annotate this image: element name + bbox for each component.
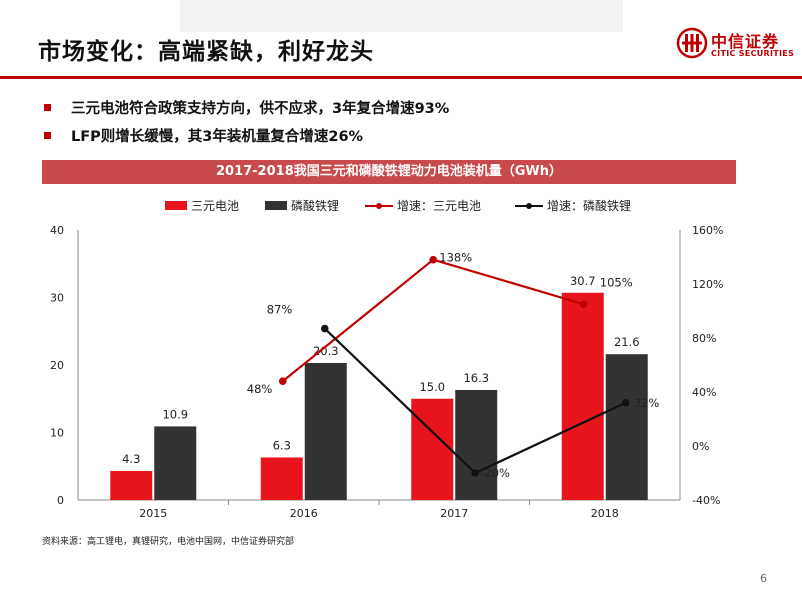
y-left-tick-label: 20 xyxy=(50,359,64,372)
slide-title: 市场变化：高端紧缺，利好龙头 xyxy=(38,39,374,65)
line-value-label: 48% xyxy=(247,382,273,396)
y-left-tick-label: 30 xyxy=(50,292,64,305)
line-value-label: 138% xyxy=(439,251,472,265)
bullet-text: LFP则增长缓慢，其3年装机量复合增速26% xyxy=(71,129,364,145)
chart-title: 2017-2018我国三元和磷酸铁锂动力电池装机量（GWh） xyxy=(42,160,736,184)
bullet-square-icon xyxy=(44,131,51,139)
line-point xyxy=(320,324,329,333)
y-left-tick-label: 40 xyxy=(50,224,64,237)
y-left-tick-label: 0 xyxy=(57,494,64,507)
legend-label: 增速：三元电池 xyxy=(397,199,481,213)
bullet-text: 三元电池符合政策支持方向，供不应求，3年复合增速93% xyxy=(71,101,450,117)
bar-value-label: 16.3 xyxy=(463,371,489,385)
bar-ncm xyxy=(110,470,153,500)
header-decor-box xyxy=(180,0,623,32)
y-right-tick-label: 160% xyxy=(692,224,723,237)
bar-ncm xyxy=(411,398,454,500)
citic-logo: 中信证券 CITIC SECURITIES xyxy=(676,24,796,64)
bar-value-label: 20.3 xyxy=(313,344,339,358)
line-value-label: 32% xyxy=(634,396,660,410)
bar-lfp xyxy=(304,362,347,500)
header-divider xyxy=(0,76,802,79)
bar-value-label: 6.3 xyxy=(273,438,291,452)
y-right-tick-label: 80% xyxy=(692,332,716,345)
line-point xyxy=(579,300,588,309)
line-point xyxy=(429,255,438,264)
bar-lfp xyxy=(154,426,197,500)
bar-ncm xyxy=(561,292,604,500)
line-point xyxy=(278,377,287,386)
legend-label: 增速：磷酸铁锂 xyxy=(547,198,631,213)
bar-ncm xyxy=(260,457,303,500)
title-bar: 市场变化：高端紧缺，利好龙头 xyxy=(0,22,802,77)
bar-lfp xyxy=(455,389,498,500)
page-number: 6 xyxy=(760,572,767,585)
legend-swatch xyxy=(165,201,187,210)
line-point xyxy=(471,469,480,477)
bullet-square-icon xyxy=(44,103,51,111)
line-value-label: 87% xyxy=(267,303,293,317)
legend-label: 磷酸铁锂 xyxy=(291,198,339,213)
y-right-tick-label: 120% xyxy=(692,278,723,291)
legend-marker xyxy=(526,203,532,209)
bar-value-label: 15.0 xyxy=(419,380,445,394)
x-tick-label: 2015 xyxy=(139,507,167,520)
bullet-item: LFP则增长缓慢，其3年装机量复合增速26% xyxy=(44,125,363,146)
bar-value-label: 4.3 xyxy=(122,452,140,466)
bar-value-label: 30.7 xyxy=(570,274,596,288)
legend-marker xyxy=(376,203,382,209)
line-point xyxy=(621,399,630,407)
y-right-tick-label: 40% xyxy=(692,386,716,399)
legend-swatch xyxy=(265,201,287,210)
line-value-label: 105% xyxy=(600,275,633,289)
y-left-tick-label: 10 xyxy=(50,427,64,440)
x-tick-label: 2018 xyxy=(591,507,619,520)
legend-label: 三元电池 xyxy=(191,199,239,213)
x-tick-label: 2017 xyxy=(440,507,468,520)
y-right-tick-label: -40% xyxy=(692,494,720,507)
bar-value-label: 10.9 xyxy=(162,407,188,421)
x-tick-label: 2016 xyxy=(290,507,318,520)
citic-emblem-icon xyxy=(676,27,708,59)
source-note: 资料来源：高工锂电，真锂研究，电池中国网，中信证券研究部 xyxy=(42,537,295,547)
bar-value-label: 21.6 xyxy=(614,335,640,349)
bullet-item: 三元电池符合政策支持方向，供不应求，3年复合增速93% xyxy=(44,97,449,118)
bar-lfp xyxy=(605,354,648,500)
line-value-label: -20% xyxy=(480,466,510,480)
y-right-tick-label: 0% xyxy=(692,440,709,453)
logo-text-en: CITIC SECURITIES xyxy=(711,49,795,58)
logo-text-cn: 中信证券 xyxy=(711,32,780,51)
